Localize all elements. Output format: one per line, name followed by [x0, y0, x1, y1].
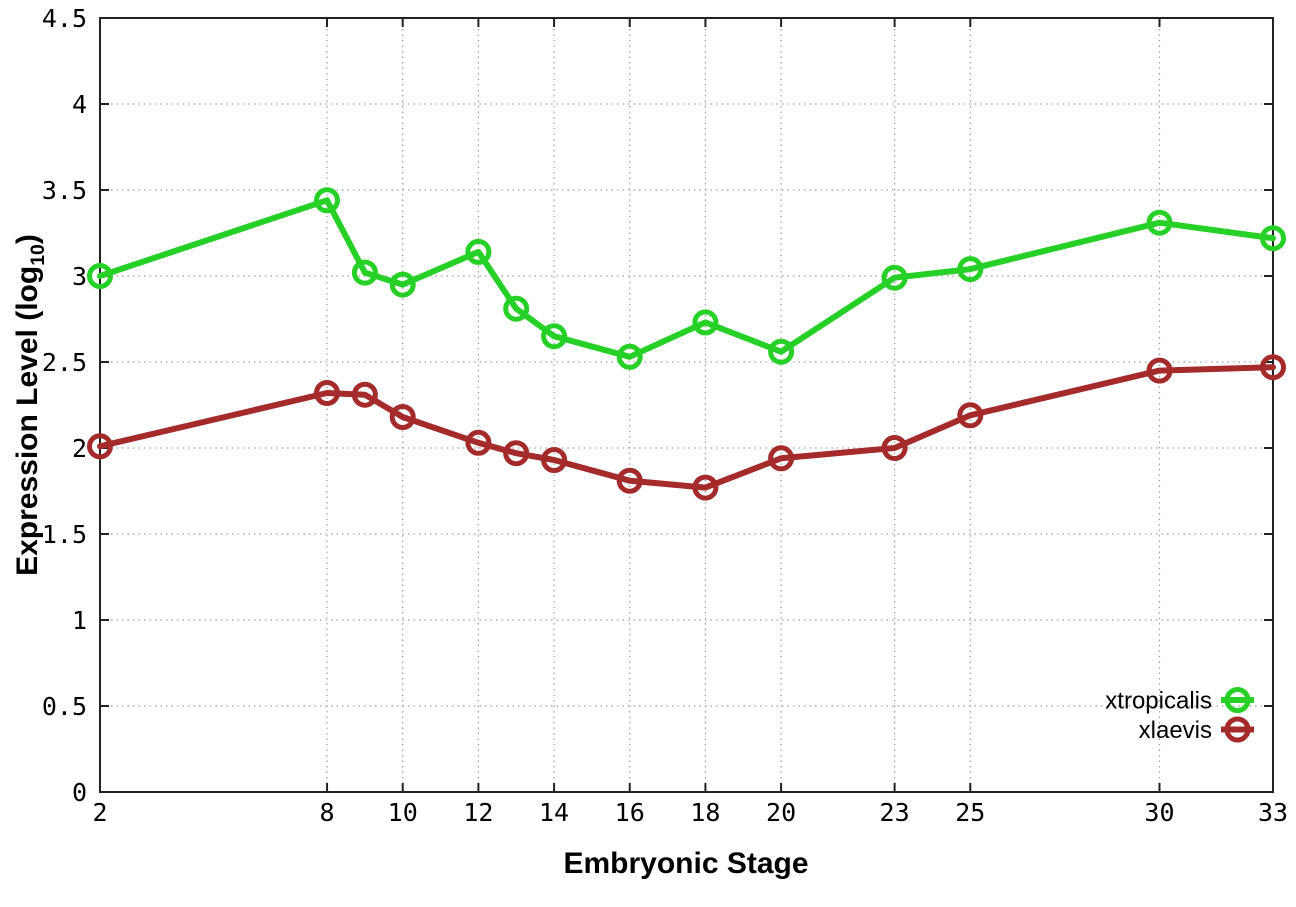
- data-point-xlaevis-stage-9: [351, 381, 378, 408]
- data-point-xtropicalis-stage-18: [692, 309, 719, 336]
- data-point-xlaevis-stage-33: [1260, 354, 1286, 381]
- y-tick-labels: 0 0.5 1 1.5 2 2.5 3 3.5 4 4.5: [42, 4, 87, 807]
- tick-label-y-1.5: 1.5: [42, 520, 87, 549]
- tick-label-y-3.5: 3.5: [42, 176, 87, 205]
- legend-marker-xlaevis: [1224, 716, 1251, 743]
- y-axis-title-post: ): [11, 234, 45, 245]
- data-point-xtropicalis-stage-8: [314, 187, 340, 214]
- data-point-xlaevis-stage-8: [314, 380, 340, 406]
- data-point-xtropicalis-stage-30: [1146, 209, 1173, 236]
- tick-label-x-14: 14: [539, 798, 569, 827]
- tick-label-y-0: 0: [72, 778, 87, 807]
- tick-label-x-16: 16: [615, 798, 645, 827]
- tick-label-x-30: 30: [1144, 798, 1174, 827]
- tick-label-x-8: 8: [320, 798, 335, 827]
- tick-label-y-4.5: 4.5: [42, 4, 87, 33]
- data-point-xlaevis-stage-16: [616, 467, 643, 494]
- data-point-xlaevis-stage-12: [465, 429, 492, 456]
- series-markers-xtropicalis: [87, 187, 1286, 370]
- data-point-xlaevis-stage-25: [957, 402, 984, 429]
- data-point-xlaevis-stage-30: [1146, 357, 1173, 384]
- series-line-xtropicalis: [97, 197, 1276, 360]
- legend-marker-xtropicalis: [1224, 687, 1251, 713]
- legend-label-xtropicalis: xtropicalis: [1105, 688, 1212, 715]
- tick-label-x-2: 2: [92, 798, 107, 827]
- data-point-xtropicalis-stage-2: [87, 263, 113, 289]
- data-point-xtropicalis-stage-25: [957, 256, 984, 283]
- data-point-xlaevis-stage-10: [389, 404, 416, 430]
- data-point-xlaevis-stage-2: [87, 433, 113, 460]
- data-point-xtropicalis-stage-9: [351, 259, 378, 286]
- data-point-xlaevis-stage-18: [692, 474, 719, 501]
- tick-label-x-25: 25: [955, 798, 985, 827]
- data-point-xtropicalis-stage-33: [1260, 225, 1286, 252]
- tick-label-x-18: 18: [690, 798, 720, 827]
- tick-label-y-3: 3: [72, 262, 87, 291]
- series-markers-xlaevis: [87, 354, 1286, 501]
- data-point-xlaevis-stage-14: [541, 447, 568, 473]
- grid: [100, 18, 1273, 792]
- data-point-xtropicalis-stage-10: [389, 271, 416, 298]
- tick-label-y-0.5: 0.5: [42, 692, 87, 721]
- tick-label-x-20: 20: [766, 798, 796, 827]
- legend-label-xlaevis: xlaevis: [1139, 717, 1212, 744]
- series-line-xlaevis: [97, 364, 1276, 491]
- data-point-xtropicalis-stage-16: [616, 343, 643, 370]
- data-point-xtropicalis-stage-12: [465, 238, 492, 265]
- data-point-xlaevis-stage-20: [768, 445, 795, 472]
- tick-label-x-12: 12: [463, 798, 493, 827]
- tick-label-y-4: 4: [72, 90, 87, 119]
- y-axis-title-pre: Expression Level (log: [11, 265, 45, 576]
- y-axis-title-text: Expression Level (log10): [11, 234, 49, 576]
- x-tick-labels: 2 8 10 12 14 16 18 20 23 25 30 33: [92, 798, 1288, 827]
- data-point-xtropicalis-stage-14: [541, 323, 568, 350]
- tick-label-x-10: 10: [388, 798, 418, 827]
- data-point-xlaevis-stage-13: [503, 440, 530, 467]
- data-point-xtropicalis-stage-23: [881, 264, 908, 291]
- data-point-xtropicalis-stage-20: [768, 338, 795, 365]
- tick-label-y-2.5: 2.5: [42, 348, 87, 377]
- tick-label-x-33: 33: [1258, 798, 1288, 827]
- data-point-xtropicalis-stage-13: [503, 295, 530, 322]
- plot-border: [99, 17, 1274, 793]
- tick-label-y-1: 1: [72, 606, 87, 635]
- x-axis-title-text: Embryonic Stage: [563, 847, 809, 880]
- y-axis-title-subscript: 10: [27, 244, 50, 266]
- data-point-xlaevis-stage-23: [881, 435, 908, 461]
- tick-label-y-2: 2: [72, 434, 87, 463]
- tick-marks: [99, 17, 1274, 793]
- tick-label-x-23: 23: [880, 798, 910, 827]
